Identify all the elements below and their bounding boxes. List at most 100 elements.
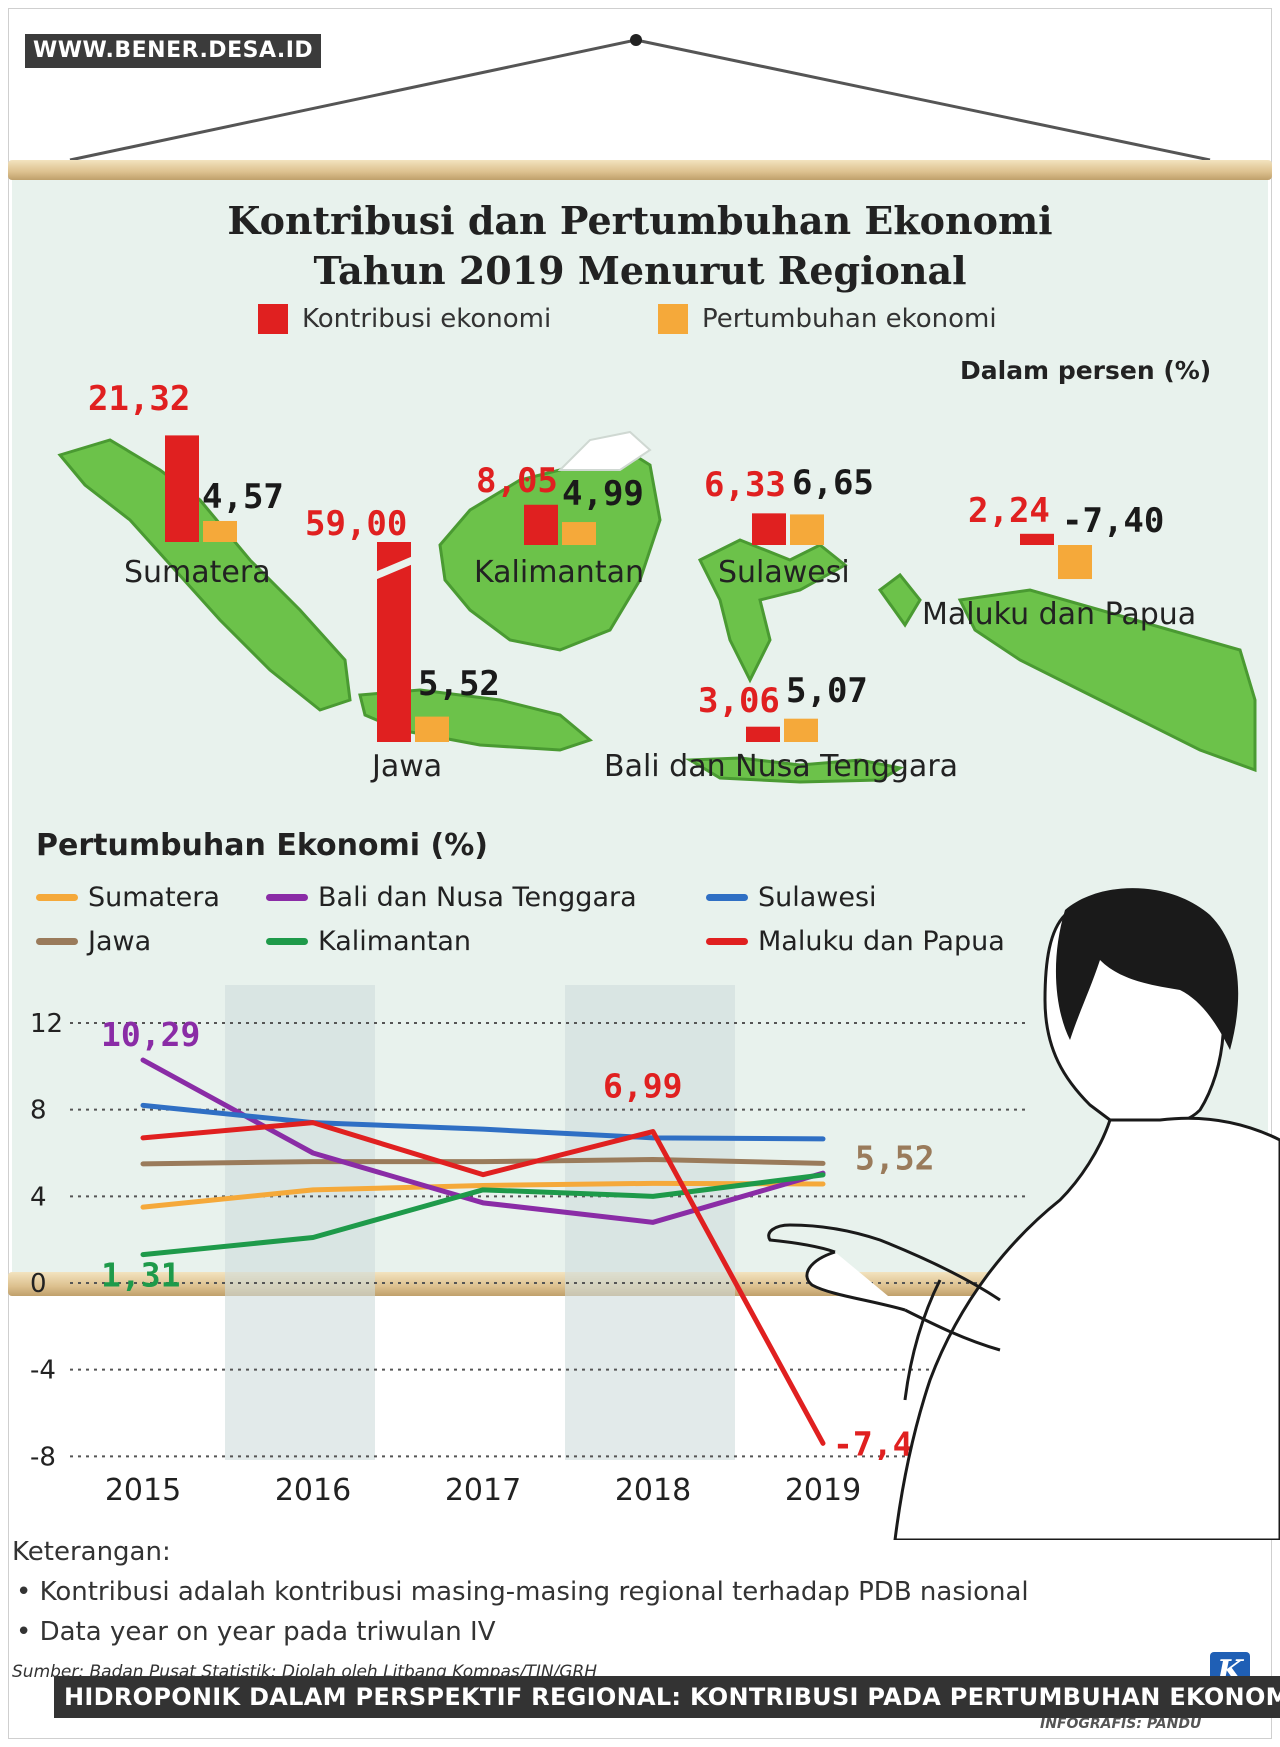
swatch-jawa [36,938,78,945]
legend-kontribusi-swatch [258,304,288,334]
label-kontribusi-4: 3,06 [698,681,780,721]
line-legend-maluku: Maluku dan Papua [706,926,1005,957]
regional-bars: 21,32 4,57 Sumatera 59,00 5,52 Jawa 8,05 4,99 Ka… [88,379,1196,784]
y-tick-label: -8 [30,1442,56,1472]
bar-pertumbuhan-4 [784,718,818,742]
line-legend-jawa: Jawa [36,926,151,957]
hanging-string [69,34,1211,162]
bar-kontribusi-0 [165,435,199,542]
bar-pertumbuhan-5 [1058,545,1092,580]
line-legend-maluku-label: Maluku dan Papua [758,926,1005,957]
data-label-0: 10,29 [101,1015,200,1054]
data-label-1: 1,31 [101,1256,180,1295]
x-tick-label: 2015 [105,1473,181,1508]
label-pertumbuhan-4: 5,07 [786,671,868,711]
top-rod [8,160,1272,180]
line-legend-sumatera: Sumatera [36,882,220,913]
unit-label: Dalam persen (%) [960,356,1212,385]
region-label-0: Sumatera [124,555,271,590]
page-frame [8,8,1272,1739]
series-line-0 [140,1180,826,1210]
label-pertumbuhan-5: -7,40 [1062,501,1164,541]
legend-kontribusi-label: Kontribusi ekonomi [302,304,552,334]
bar-pertumbuhan-1 [415,716,449,742]
label-kontribusi-5: 2,24 [968,491,1050,531]
credit-text: INFOGRAFIS: PANDU [1040,1716,1202,1732]
line-legend-bali: Bali dan Nusa Tenggara [266,882,637,913]
note-item: • Kontribusi adalah kontribusi masing-ma… [16,1577,1029,1607]
presenter-illustration [767,888,1280,1540]
line-chart-title: Pertumbuhan Ekonomi (%) [36,828,489,863]
shade-band-2016 [225,985,375,1460]
y-tick-label: 4 [30,1182,47,1212]
label-kontribusi-2: 8,05 [476,461,558,501]
y-tick-label: 12 [30,1009,63,1039]
title-line-2: Tahun 2019 Menurut Regional [313,248,967,293]
y-axis-ticks: 12 8 4 0 -4 -8 [30,1009,63,1472]
label-pertumbuhan-1: 5,52 [418,664,500,704]
series-line-5 [140,1120,826,1446]
label-kontribusi-0: 21,32 [88,379,190,419]
bar-pertumbuhan-0 [203,520,237,542]
label-kontribusi-3: 6,33 [704,465,786,505]
series-line-3 [140,1172,826,1258]
line-legend-kalimantan: Kalimantan [266,926,471,957]
x-tick-label: 2018 [615,1473,691,1508]
label-kontribusi-1: 59,00 [305,504,407,544]
bar-break-mark [375,556,413,580]
data-label-3: 5,52 [855,1138,934,1177]
bar-kontribusi-3 [752,513,786,545]
line-legend-kalimantan-label: Kalimantan [318,926,471,957]
label-pertumbuhan-3: 6,65 [792,463,874,503]
data-label-2: 6,99 [603,1067,682,1106]
watermark-text: WWW.BENER.DESA.ID [25,34,322,68]
swatch-sulawesi [706,894,748,901]
series-line-2 [140,1057,826,1225]
y-tick-label: 8 [30,1096,47,1126]
swatch-bali [266,894,308,901]
legend-kontribusi: Kontribusi ekonomi [258,304,551,334]
x-tick-label: 2017 [445,1473,521,1508]
bar-pertumbuhan-3 [790,514,824,545]
line-legend-jawa-label: Jawa [88,926,152,957]
y-tick-label: -4 [30,1356,56,1386]
y-tick-label: 0 [30,1269,47,1299]
line-legend-bali-label: Bali dan Nusa Tenggara [318,882,637,913]
series-lines [140,1057,826,1446]
bar-chart-title: Kontribusi dan Pertumbuhan Ekonomi Tahun… [0,196,1280,296]
title-line-1: Kontribusi dan Pertumbuhan Ekonomi [227,198,1053,243]
region-label-2: Kalimantan [474,555,644,590]
region-label-4: Bali dan Nusa Tenggara [604,749,958,784]
swatch-kalimantan [266,938,308,945]
legend-pertumbuhan-label: Pertumbuhan ekonomi [702,304,997,334]
line-legend-sulawesi-label: Sulawesi [758,882,877,913]
region-label-3: Sulawesi [718,555,850,590]
region-label-5: Maluku dan Papua [922,597,1196,632]
region-label-1: Jawa [370,749,442,784]
regional-map-chart: 21,32 4,57 Sumatera 59,00 5,52 Jawa 8,05 4,99 Ka… [57,379,1257,784]
line-chart: 12 8 4 0 -4 -8 2015 2016 2017 2018 2019 10,29 1,31… [30,888,1280,1540]
bar-kontribusi-5 [1020,533,1054,545]
label-pertumbuhan-0: 4,57 [202,477,284,517]
legend-pertumbuhan: Pertumbuhan ekonomi [658,304,997,334]
swatch-sumatera [36,894,78,901]
series-line-1 [140,1157,826,1167]
series-line-4 [140,1102,826,1142]
notes: Keterangan: • Kontribusi adalah kontribu… [12,1532,1029,1652]
legend-pertumbuhan-swatch [658,304,688,334]
line-legend: Sumatera Jawa Bali dan Nusa Tenggara Kal… [0,876,1280,976]
bar-kontribusi-4 [746,726,780,742]
notes-heading: Keterangan: [12,1537,171,1567]
x-tick-label: 2016 [275,1473,351,1508]
line-legend-sumatera-label: Sumatera [88,882,220,913]
bar-kontribusi-2 [524,504,558,545]
label-pertumbuhan-2: 4,99 [562,474,644,514]
bar-pertumbuhan-2 [562,522,596,545]
x-tick-label: 2019 [785,1473,861,1508]
caption-banner: HIDROPONIK DALAM PERSPEKTIF REGIONAL: KO… [54,1676,1280,1718]
line-legend-sulawesi: Sulawesi [706,882,877,913]
note-item: • Data year on year pada triwulan IV [16,1617,496,1647]
swatch-maluku [706,938,748,945]
x-axis-ticks: 2015 2016 2017 2018 2019 [105,1473,861,1508]
